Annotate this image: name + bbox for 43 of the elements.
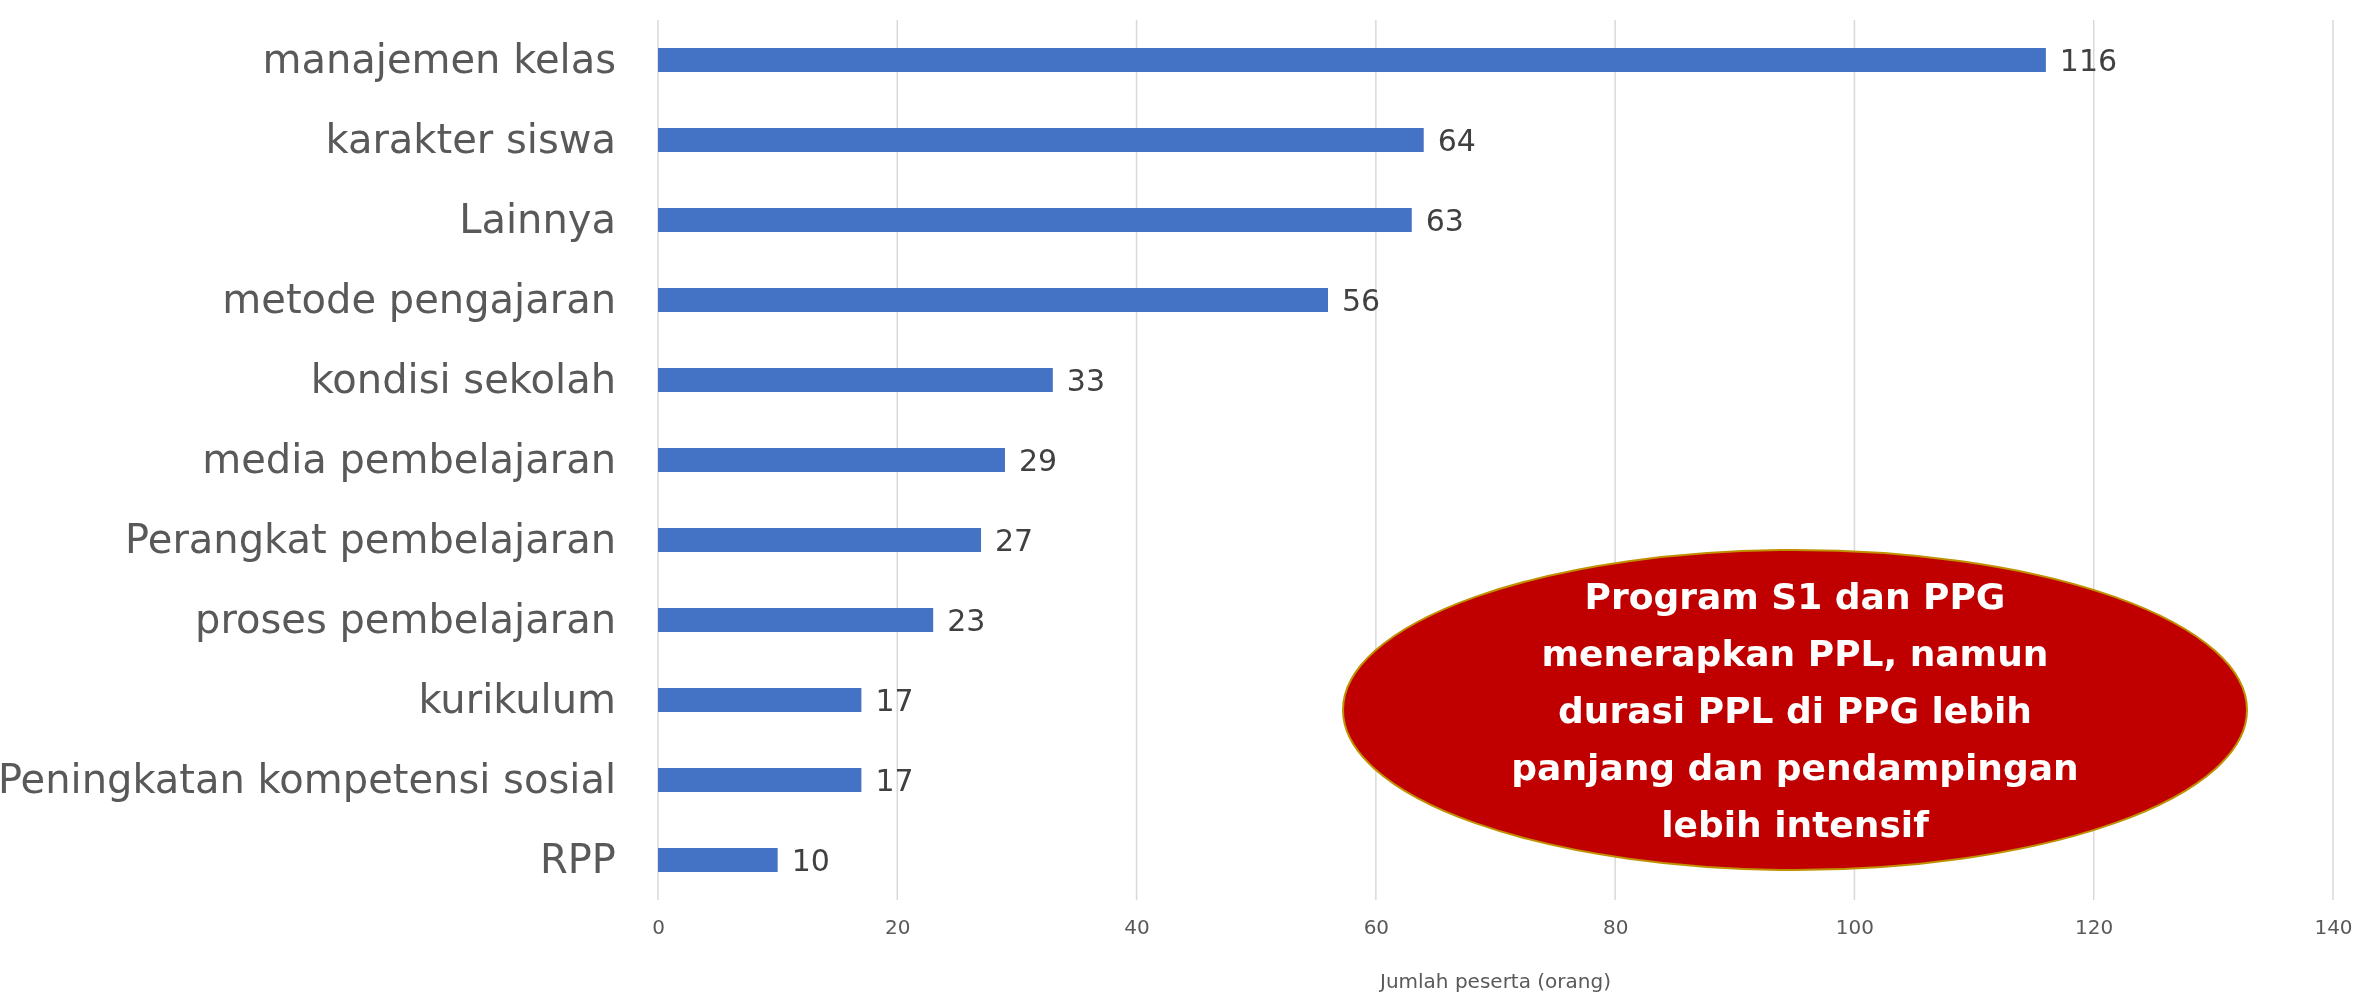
bar [658,208,1412,232]
y-tick-label: Peningkatan kompetensi sosial [0,755,616,802]
x-tick-label: 100 [1835,915,1875,940]
x-axis-title: Jumlah peserta (orang) [1378,969,1611,993]
data-label: 17 [875,762,914,798]
bar [658,608,934,632]
data-label: 10 [791,842,830,878]
y-tick-label: kurikulum [418,675,616,722]
x-tick-label: 20 [885,915,911,940]
data-label: 17 [875,682,914,718]
data-label: 116 [2059,42,2118,78]
x-tick-label: 40 [1124,915,1150,940]
y-tick-label: Perangkat pembelajaran [125,515,616,562]
bar [658,128,1424,152]
bar [658,288,1328,312]
bar [658,768,862,792]
y-tick-label: Lainnya [459,195,616,242]
data-label: 64 [1437,122,1476,158]
y-tick-label: karakter siswa [325,115,616,162]
data-label: 27 [995,522,1034,558]
bar [658,528,982,552]
x-tick-label: 60 [1363,915,1390,940]
y-tick-label: manajemen kelas [262,35,616,82]
y-tick-label: proses pembelajaran [195,595,616,642]
x-tick-label: 80 [1602,915,1629,940]
data-label: 33 [1066,362,1106,398]
y-tick-label: RPP [539,835,616,882]
x-tick-label: 140 [2314,915,2353,940]
bar [658,448,1005,472]
bar [658,848,778,872]
data-label: 56 [1342,282,1381,318]
annotation: Program S1 dan PPG menerapkan PPL, namun durasi PPL di PPG lebih panjang dan pendampingan lebih intensif [1511,575,2079,845]
bar [658,48,2046,72]
bar [658,688,862,712]
bar [658,368,1053,392]
data-label: 63 [1425,202,1464,238]
y-tick-label: media pembelajaran [202,435,616,482]
x-tick-label: 120 [2075,915,2114,940]
x-tick-label: 0 [652,915,665,940]
data-label: 29 [1018,442,1058,478]
y-tick-label: metode pengajaran [222,275,616,322]
y-tick-label: kondisi sekolah [310,355,616,402]
data-label: 23 [947,602,986,638]
